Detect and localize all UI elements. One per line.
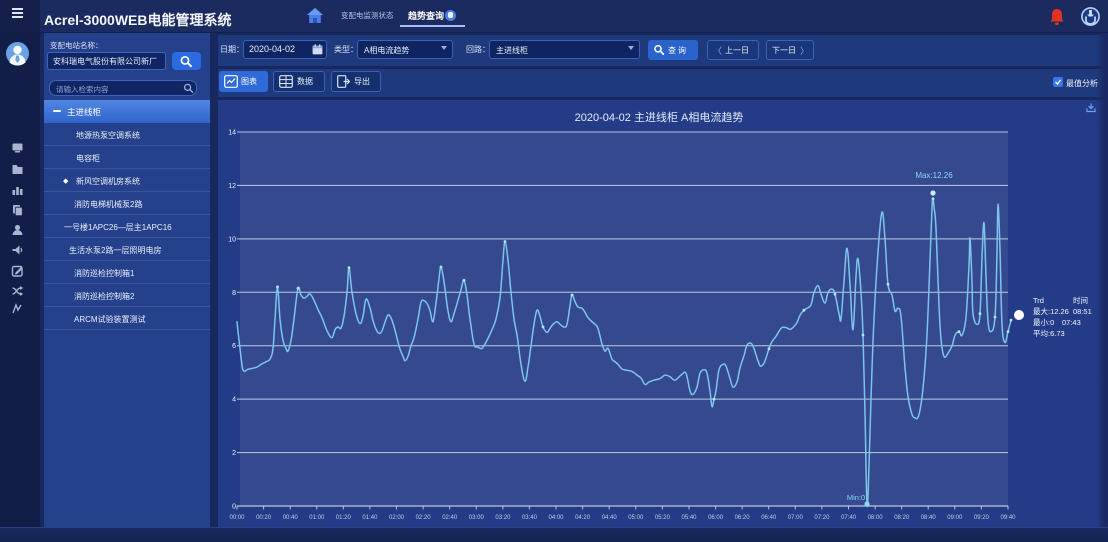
svg-text:08:40: 08:40: [921, 515, 937, 521]
svg-text:08:51: 08:51: [1073, 307, 1092, 316]
svg-text:05:00: 05:00: [628, 515, 644, 521]
svg-text:03:40: 03:40: [522, 515, 538, 521]
svg-text:03:00: 03:00: [469, 515, 485, 521]
svg-text:08:00: 08:00: [868, 515, 884, 521]
svg-text:4: 4: [232, 397, 236, 404]
svg-text:2: 2: [232, 450, 236, 457]
svg-text:01:00: 01:00: [309, 515, 325, 521]
svg-text:04:40: 04:40: [602, 515, 618, 521]
svg-text:07:43: 07:43: [1062, 318, 1081, 327]
svg-text:Max:12.26: Max:12.26: [915, 171, 953, 180]
svg-text:0: 0: [232, 504, 236, 511]
svg-text:03:20: 03:20: [495, 515, 511, 521]
svg-text:04:00: 04:00: [548, 515, 564, 521]
svg-text:6: 6: [232, 343, 236, 350]
svg-text:00:00: 00:00: [229, 515, 245, 521]
svg-text:最小:0: 最小:0: [1033, 318, 1054, 327]
svg-text:Trd: Trd: [1033, 296, 1044, 305]
svg-text:06:20: 06:20: [735, 515, 751, 521]
svg-text:02:00: 02:00: [389, 515, 405, 521]
svg-text:04:20: 04:20: [575, 515, 591, 521]
svg-text:07:00: 07:00: [788, 515, 804, 521]
svg-text:时间: 时间: [1073, 295, 1088, 305]
svg-text:02:20: 02:20: [416, 515, 432, 521]
svg-text:01:20: 01:20: [336, 515, 352, 521]
svg-text:10: 10: [228, 236, 236, 243]
svg-text:2020-04-02 主进线柜 A相电流趋势: 2020-04-02 主进线柜 A相电流趋势: [575, 110, 744, 124]
svg-text:06:40: 06:40: [761, 515, 777, 521]
svg-text:06:00: 06:00: [708, 515, 724, 521]
svg-text:00:40: 00:40: [283, 515, 299, 521]
svg-text:12: 12: [228, 183, 236, 190]
svg-text:8: 8: [232, 290, 236, 297]
svg-text:07:40: 07:40: [841, 515, 857, 521]
svg-text:02:40: 02:40: [442, 515, 458, 521]
svg-text:09:40: 09:40: [1000, 515, 1016, 521]
svg-text:09:20: 09:20: [974, 515, 990, 521]
svg-text:05:20: 05:20: [655, 515, 671, 521]
svg-text:09:00: 09:00: [947, 515, 963, 521]
svg-text:14: 14: [228, 130, 236, 137]
svg-text:05:40: 05:40: [681, 515, 697, 521]
svg-text:00:20: 00:20: [256, 515, 272, 521]
svg-text:最大:12.26: 最大:12.26: [1033, 306, 1069, 316]
svg-text:Min:0: Min:0: [847, 493, 865, 502]
svg-text:07:20: 07:20: [814, 515, 830, 521]
svg-text:平均:6.73: 平均:6.73: [1033, 328, 1065, 338]
svg-text:01:40: 01:40: [362, 515, 378, 521]
svg-text:08:20: 08:20: [894, 515, 910, 521]
